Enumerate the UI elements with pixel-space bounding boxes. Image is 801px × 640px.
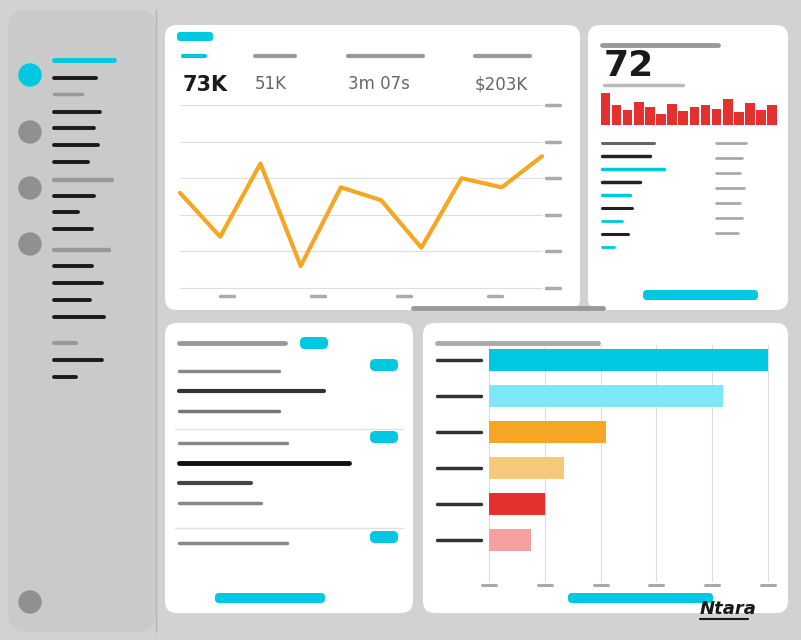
- FancyBboxPatch shape: [215, 593, 325, 603]
- Text: $203K: $203K: [475, 75, 528, 93]
- Bar: [489, 457, 565, 479]
- Bar: [634, 102, 643, 125]
- Bar: [723, 99, 732, 125]
- Bar: [489, 385, 723, 407]
- Circle shape: [19, 121, 41, 143]
- Text: 73K: 73K: [183, 75, 228, 95]
- Circle shape: [19, 177, 41, 199]
- FancyBboxPatch shape: [423, 323, 788, 613]
- Bar: [712, 109, 722, 125]
- Bar: [756, 110, 766, 125]
- FancyBboxPatch shape: [165, 25, 580, 310]
- Circle shape: [19, 64, 41, 86]
- Bar: [734, 112, 743, 125]
- FancyBboxPatch shape: [370, 359, 398, 371]
- Bar: [489, 421, 606, 443]
- Bar: [767, 105, 777, 125]
- Bar: [489, 529, 531, 551]
- Bar: [745, 103, 755, 125]
- Circle shape: [19, 591, 41, 613]
- Bar: [701, 105, 710, 125]
- FancyBboxPatch shape: [568, 593, 713, 603]
- FancyBboxPatch shape: [370, 531, 398, 543]
- Text: 72: 72: [604, 49, 654, 83]
- Bar: [601, 93, 610, 125]
- Bar: [690, 107, 699, 125]
- Bar: [612, 105, 622, 125]
- FancyBboxPatch shape: [300, 337, 328, 349]
- Bar: [678, 111, 688, 125]
- FancyBboxPatch shape: [8, 10, 156, 632]
- Bar: [667, 104, 677, 125]
- Bar: [622, 110, 632, 125]
- Text: Ntara: Ntara: [700, 600, 757, 618]
- Bar: [656, 114, 666, 125]
- FancyBboxPatch shape: [8, 10, 793, 632]
- Bar: [645, 107, 654, 125]
- FancyBboxPatch shape: [177, 32, 213, 41]
- FancyBboxPatch shape: [370, 431, 398, 443]
- FancyBboxPatch shape: [643, 290, 758, 300]
- FancyBboxPatch shape: [588, 25, 788, 310]
- Circle shape: [19, 233, 41, 255]
- Bar: [489, 349, 768, 371]
- Bar: [489, 493, 545, 515]
- Text: 3m 07s: 3m 07s: [348, 75, 410, 93]
- FancyBboxPatch shape: [165, 323, 413, 613]
- Text: 51K: 51K: [255, 75, 287, 93]
